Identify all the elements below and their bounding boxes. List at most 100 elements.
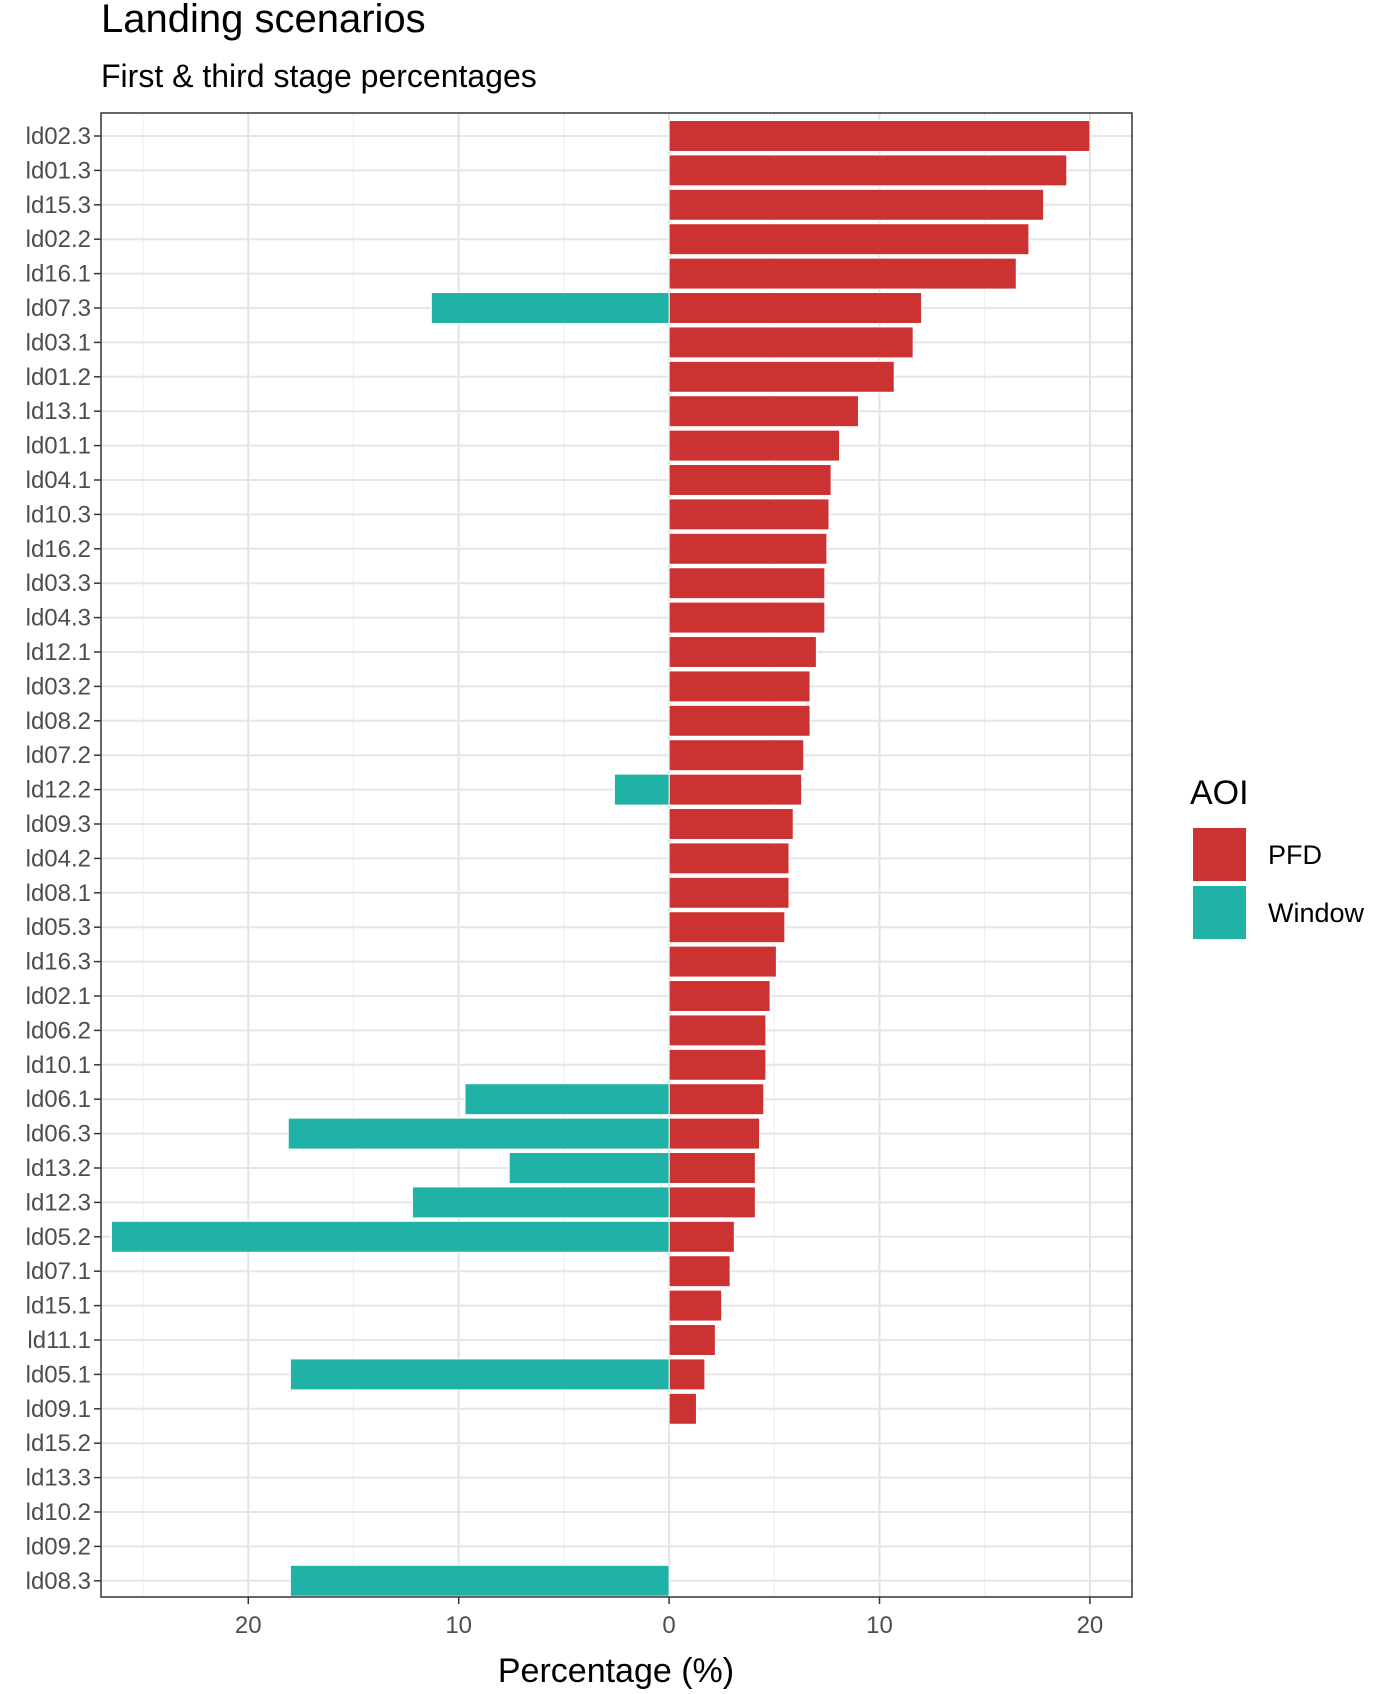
bar-window-ld05.2 bbox=[111, 1220, 670, 1253]
y-tick-label: ld05.1 bbox=[26, 1361, 91, 1388]
y-tick-label: ld06.3 bbox=[26, 1121, 91, 1148]
bar-window-ld12.3 bbox=[411, 1186, 670, 1219]
bar-pfd-ld09.3 bbox=[668, 808, 794, 840]
x-tick-labels: 20 10 0 10 20 bbox=[235, 1597, 1103, 1639]
bar-pfd-ld09.1 bbox=[668, 1392, 697, 1425]
bar-pfd-ld01.3 bbox=[668, 154, 1068, 187]
bar-pfd-ld15.1 bbox=[668, 1289, 723, 1322]
bar-window-ld06.1 bbox=[464, 1083, 670, 1116]
x-tick-label: 0 bbox=[662, 1612, 675, 1639]
bar-window-ld13.2 bbox=[508, 1152, 670, 1184]
y-tick-label: ld13.2 bbox=[26, 1155, 91, 1182]
y-tick-label: ld03.2 bbox=[26, 673, 91, 700]
y-tick-label: ld09.3 bbox=[26, 811, 91, 838]
y-tick-label: ld09.1 bbox=[26, 1396, 91, 1423]
bar-pfd-ld07.1 bbox=[668, 1255, 731, 1288]
bar-pfd-ld16.3 bbox=[668, 945, 777, 978]
bar-window-ld12.2 bbox=[613, 773, 670, 806]
bar-pfd-ld16.2 bbox=[668, 532, 828, 565]
bar-window-ld06.3 bbox=[287, 1117, 670, 1150]
bar-pfd-ld02.1 bbox=[668, 980, 771, 1012]
y-tick-labels: ld02.3 ld01.3 ld15.3 ld02.2 ld16.1 ld07.3 ld03… bbox=[26, 123, 101, 1595]
bar-pfd-ld06.3 bbox=[668, 1117, 761, 1150]
bar-pfd-ld05.1 bbox=[668, 1358, 706, 1391]
bar-pfd-ld15.3 bbox=[668, 188, 1045, 221]
bar-pfd-ld13.1 bbox=[668, 395, 859, 428]
bar-pfd-ld12.3 bbox=[668, 1186, 756, 1219]
plot-border bbox=[100, 112, 1133, 1598]
y-tick-label: ld13.1 bbox=[26, 398, 91, 425]
y-tick-label: ld04.2 bbox=[26, 845, 91, 872]
x-tick-label: 20 bbox=[1077, 1612, 1104, 1639]
legend-title: AOI bbox=[1190, 774, 1249, 812]
bar-pfd-ld07.2 bbox=[668, 739, 805, 772]
y-tick-label: ld11.1 bbox=[27, 1327, 91, 1354]
plot-panel bbox=[101, 113, 1132, 1597]
y-tick-label: ld04.3 bbox=[26, 605, 91, 632]
y-tick-label: ld07.1 bbox=[26, 1258, 91, 1285]
y-tick-label: ld10.2 bbox=[26, 1499, 91, 1526]
bar-pfd-ld08.2 bbox=[668, 704, 811, 737]
y-tick-label: ld15.3 bbox=[26, 192, 91, 219]
y-tick-label: ld09.2 bbox=[26, 1533, 91, 1560]
y-tick-label: ld03.1 bbox=[26, 329, 91, 356]
y-tick-label: ld08.1 bbox=[26, 880, 91, 907]
bar-pfd-ld04.1 bbox=[668, 464, 832, 496]
y-tick-label: ld15.1 bbox=[26, 1293, 91, 1320]
bar-pfd-ld05.2 bbox=[668, 1220, 735, 1253]
y-tick-label: ld01.2 bbox=[26, 364, 91, 391]
bar-pfd-ld13.2 bbox=[668, 1152, 756, 1184]
bar-pfd-ld03.1 bbox=[668, 326, 914, 359]
x-axis-title: Percentage (%) bbox=[498, 1652, 734, 1690]
y-tick-label: ld08.2 bbox=[26, 708, 91, 735]
y-tick-label: ld12.1 bbox=[26, 639, 91, 666]
bar-pfd-ld04.2 bbox=[668, 842, 790, 875]
y-tick-label: ld05.2 bbox=[26, 1224, 91, 1251]
y-tick-label: ld01.1 bbox=[26, 433, 91, 460]
bar-pfd-ld05.3 bbox=[668, 911, 786, 944]
bar-pfd-ld12.1 bbox=[668, 636, 817, 668]
y-tick-label: ld08.3 bbox=[26, 1568, 91, 1595]
bar-window-ld07.3 bbox=[430, 292, 670, 324]
bar-pfd-ld16.1 bbox=[668, 257, 1017, 290]
y-tick-label: ld12.2 bbox=[26, 777, 91, 804]
bar-pfd-ld03.3 bbox=[668, 567, 826, 600]
legend-label-window: Window bbox=[1268, 898, 1365, 928]
x-tick-label: 10 bbox=[445, 1612, 472, 1639]
y-tick-label: ld13.3 bbox=[26, 1465, 91, 1492]
chart-subtitle: First & third stage percentages bbox=[101, 58, 537, 94]
bar-pfd-ld11.1 bbox=[668, 1324, 716, 1356]
legend: PFD Window bbox=[1193, 828, 1365, 939]
y-tick-label: ld04.1 bbox=[26, 467, 91, 494]
x-tick-label: 20 bbox=[235, 1612, 262, 1639]
bar-pfd-ld02.2 bbox=[668, 223, 1030, 256]
x-tick-label: 10 bbox=[866, 1612, 893, 1639]
legend-label-pfd: PFD bbox=[1268, 840, 1322, 870]
bars bbox=[111, 120, 1091, 1597]
bar-window-ld05.1 bbox=[289, 1358, 670, 1391]
bar-pfd-ld04.3 bbox=[668, 601, 826, 634]
y-tick-label: ld10.1 bbox=[26, 1052, 91, 1079]
y-tick-label: ld10.3 bbox=[26, 501, 91, 528]
y-tick-label: ld07.3 bbox=[26, 295, 91, 322]
bar-pfd-ld01.2 bbox=[668, 360, 895, 393]
bar-pfd-ld06.2 bbox=[668, 1014, 767, 1047]
y-tick-label: ld07.2 bbox=[26, 742, 91, 769]
bar-window-ld08.3 bbox=[289, 1564, 670, 1597]
bar-pfd-ld01.1 bbox=[668, 429, 841, 462]
y-tick-label: ld02.1 bbox=[26, 983, 91, 1010]
bar-pfd-ld10.1 bbox=[668, 1048, 767, 1081]
y-tick-label: ld16.1 bbox=[26, 261, 91, 288]
y-tick-label: ld16.2 bbox=[26, 536, 91, 563]
y-tick-label: ld06.2 bbox=[26, 1017, 91, 1044]
legend-key-window bbox=[1193, 886, 1246, 939]
y-tick-label: ld02.3 bbox=[26, 123, 91, 150]
y-tick-label: ld12.3 bbox=[26, 1189, 91, 1216]
y-tick-label: ld01.3 bbox=[26, 157, 91, 184]
y-tick-label: ld05.3 bbox=[26, 914, 91, 941]
legend-key-pfd bbox=[1193, 828, 1246, 881]
bar-pfd-ld12.2 bbox=[668, 773, 803, 806]
y-tick-label: ld16.3 bbox=[26, 949, 91, 976]
bar-pfd-ld08.1 bbox=[668, 876, 790, 909]
